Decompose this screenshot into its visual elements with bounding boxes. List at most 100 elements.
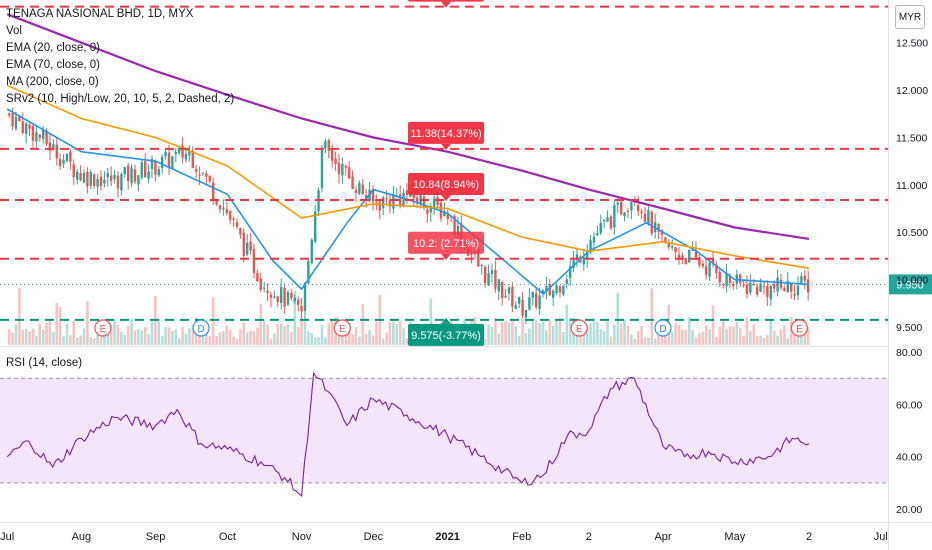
candle-body xyxy=(432,198,436,209)
volume-bar xyxy=(330,319,334,345)
volume-bar xyxy=(140,330,144,345)
volume-bar xyxy=(103,328,106,345)
volume-bar xyxy=(738,327,742,345)
level-tag-arrow xyxy=(441,317,451,324)
volume-bar xyxy=(670,331,674,345)
candle-body xyxy=(262,287,266,289)
candle-body xyxy=(52,144,55,151)
volume-bar xyxy=(538,322,541,345)
candle-body xyxy=(643,213,647,222)
candle-body xyxy=(249,241,252,251)
candle-body xyxy=(24,123,28,134)
currency-button[interactable]: MYR xyxy=(895,5,925,29)
candle-body xyxy=(256,273,259,282)
volume-bar xyxy=(704,325,708,345)
candle-body xyxy=(334,158,337,164)
legend-ema70: EMA (70, close, 0) xyxy=(6,59,100,71)
candle-body xyxy=(375,202,378,204)
time-tick-label: Nov xyxy=(292,531,312,543)
time-tick-label: Sep xyxy=(146,531,166,543)
candle-body xyxy=(511,286,514,307)
event-marker-label: E xyxy=(796,324,803,335)
level-tag xyxy=(408,323,484,346)
candle-body xyxy=(337,163,341,175)
candle-body xyxy=(487,273,490,286)
volume-bar xyxy=(215,335,218,345)
candle-body xyxy=(402,192,405,206)
volume-bar xyxy=(783,325,786,345)
volume-bar xyxy=(660,335,664,345)
rsi-legend: RSI (14, close) xyxy=(6,357,83,369)
volume-bar xyxy=(89,337,93,345)
candle-body xyxy=(446,213,449,219)
rsi-tick-label: 60.00 xyxy=(896,399,922,411)
volume-bar xyxy=(235,338,239,345)
price-tick-label: 12.500 xyxy=(896,38,928,50)
volume-bar xyxy=(191,325,195,345)
volume-bar xyxy=(150,321,154,345)
candle-body xyxy=(18,116,21,122)
candle-body xyxy=(99,176,103,187)
candle-body xyxy=(762,286,766,288)
volume-bar xyxy=(677,325,681,345)
candle-body xyxy=(92,174,96,186)
volume-bar xyxy=(728,326,732,345)
level-tag-arrow xyxy=(441,195,451,202)
candle-body xyxy=(296,299,300,305)
earnings-marker xyxy=(333,319,351,337)
candle-body xyxy=(572,260,575,268)
candle-body xyxy=(647,210,650,224)
volume-bar xyxy=(609,336,613,345)
volume-bar xyxy=(582,328,586,345)
candle-body xyxy=(266,290,269,293)
volume-bar xyxy=(259,303,263,345)
candle-body xyxy=(415,197,419,204)
volume-bar xyxy=(208,336,212,345)
candle-body xyxy=(694,250,698,258)
volume-bar xyxy=(715,337,718,345)
volume-bar xyxy=(745,317,749,345)
candle-body xyxy=(62,159,65,164)
candle-body xyxy=(75,171,79,180)
time-tick-label: Jul xyxy=(874,531,888,543)
candle-body xyxy=(228,210,232,220)
candle-body xyxy=(555,285,558,294)
candle-body xyxy=(239,227,242,235)
price-pane: 12.88(29.45%)11.38(14.37%)10.84(8.94%)10… xyxy=(0,0,888,346)
level-tag-text: 10.84(8.94%) xyxy=(413,179,479,191)
candle-body xyxy=(755,286,759,295)
volume-bar xyxy=(293,290,297,345)
volume-bar xyxy=(157,318,161,345)
candle-body xyxy=(286,291,290,305)
volume-bar xyxy=(109,324,113,345)
volume-bar xyxy=(687,317,691,345)
candle-body xyxy=(667,243,670,248)
volume-bar xyxy=(392,321,395,345)
volume-bar xyxy=(45,322,48,345)
level-tag xyxy=(408,173,484,196)
time-tick-label: 2021 xyxy=(435,531,459,543)
candle-body xyxy=(358,183,361,194)
candle-body xyxy=(429,205,432,213)
candle-body xyxy=(11,113,14,127)
candle-body xyxy=(225,209,228,214)
volume-bar xyxy=(681,329,684,345)
candle-body xyxy=(681,255,684,258)
volume-bar xyxy=(398,320,402,345)
volume-bar xyxy=(524,332,528,345)
candle-body xyxy=(154,160,157,175)
candle-body xyxy=(728,275,732,284)
candle-body xyxy=(89,172,92,186)
level-tag-arrow xyxy=(441,143,451,150)
volume-bar xyxy=(630,334,633,345)
candle-body xyxy=(273,296,276,298)
candle-body xyxy=(116,175,120,189)
candle-body xyxy=(123,167,126,175)
volume-bar xyxy=(623,319,626,345)
volume-bar xyxy=(779,329,783,345)
volume-bar xyxy=(239,329,242,345)
candle-body xyxy=(174,152,177,155)
candle-body xyxy=(711,259,715,265)
volume-bar xyxy=(324,337,327,345)
candle-body xyxy=(504,295,507,297)
